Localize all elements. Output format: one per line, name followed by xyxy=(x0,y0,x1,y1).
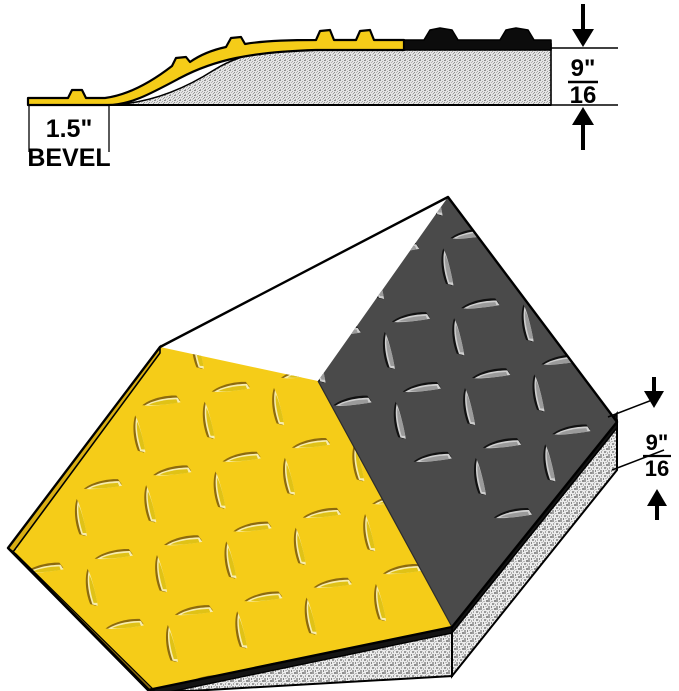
thickness-denominator-persp: 16 xyxy=(645,456,669,481)
dimension-arrow-up-icon-perspective xyxy=(647,489,667,520)
thickness-denominator-cs: 16 xyxy=(570,82,597,109)
perspective-top-yellow-field xyxy=(8,347,452,690)
dimension-arrow-up-icon xyxy=(572,107,594,150)
thickness-numerator-persp: 9" xyxy=(646,430,669,455)
thickness-callout-perspective: 9" 16 xyxy=(607,377,671,520)
bevel-width-label: 1.5" xyxy=(46,115,93,143)
bevel-sublabel: BEVEL xyxy=(27,144,110,172)
perspective-top-black-field xyxy=(318,197,617,627)
cross-section-yellow-bevel xyxy=(26,28,406,107)
dimension-arrow-down-icon-perspective xyxy=(644,377,664,408)
dimension-arrow-down-icon xyxy=(572,4,594,47)
thickness-numerator-cs: 9" xyxy=(571,55,596,82)
color-boundary-seam xyxy=(317,380,453,628)
bevel-extension-lines xyxy=(28,105,110,152)
perspective-outline xyxy=(6,195,619,691)
thickness-callout-cross-section: 9" 16 xyxy=(551,4,618,150)
cross-section-black-tread xyxy=(403,27,552,51)
